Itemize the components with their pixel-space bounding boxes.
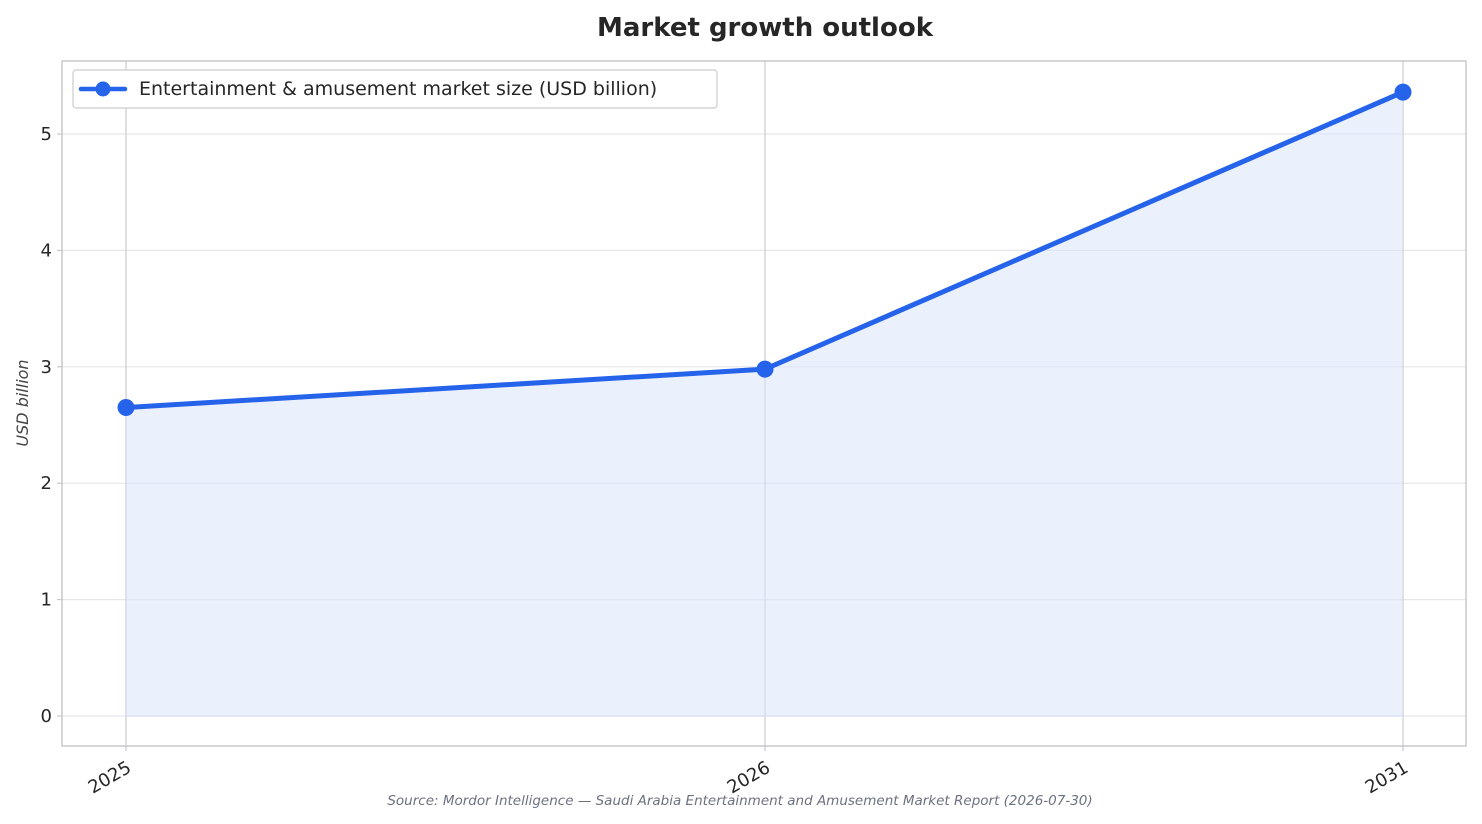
legend-marker-swatch bbox=[95, 81, 111, 97]
x-tick-label: 2025 bbox=[85, 757, 135, 798]
y-tick-label: 1 bbox=[41, 590, 52, 611]
y-tick-label: 5 bbox=[41, 124, 52, 145]
y-tick-label: 4 bbox=[41, 240, 52, 261]
legend-entry: Entertainment & amusement market size (U… bbox=[139, 78, 657, 100]
y-axis-label: USD billion bbox=[13, 359, 32, 446]
y-tick-label: 2 bbox=[41, 473, 52, 494]
y-axis-ticks: 0 1 2 3 4 5 bbox=[41, 124, 62, 727]
y-tick-label: 0 bbox=[41, 706, 52, 727]
data-point-2031 bbox=[1394, 83, 1412, 101]
y-tick-label: 3 bbox=[41, 357, 52, 378]
source-note: Source: Mordor Intelligence — Saudi Arab… bbox=[387, 793, 1092, 809]
series-area bbox=[126, 92, 1403, 716]
x-axis-ticks: 2025 2026 2031 bbox=[85, 746, 1412, 798]
x-tick-label: 2031 bbox=[1362, 757, 1412, 798]
data-point-2026 bbox=[756, 360, 774, 378]
data-points bbox=[117, 83, 1412, 417]
legend: Entertainment & amusement market size (U… bbox=[72, 69, 718, 109]
legend-box bbox=[72, 69, 718, 109]
chart-title: Market growth outlook bbox=[597, 13, 934, 43]
data-point-2025 bbox=[117, 399, 135, 417]
plot-frame bbox=[61, 60, 1467, 747]
area-fill bbox=[126, 92, 1403, 717]
